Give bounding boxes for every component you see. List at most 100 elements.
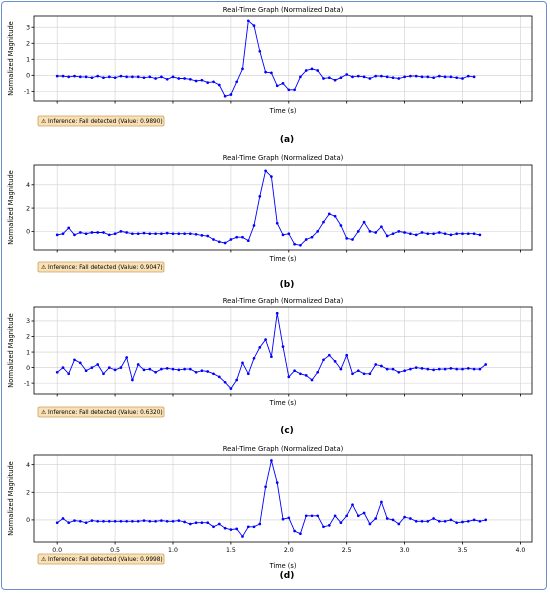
data-point (333, 514, 337, 518)
data-point (113, 76, 117, 80)
data-point (136, 519, 140, 523)
badge-text: ⚠ Inference: Fall detected (Value: 0.904… (41, 264, 163, 271)
data-point (194, 521, 198, 525)
x-tick-label: 0.0 (52, 547, 62, 554)
data-point (478, 233, 482, 237)
y-tick-label: 2 (26, 205, 30, 212)
data-point (229, 528, 233, 531)
data-point (131, 378, 134, 382)
data-point (160, 75, 163, 79)
badge-box (37, 261, 165, 273)
data-point (374, 74, 378, 78)
data-point (131, 232, 134, 236)
data-point (437, 74, 441, 78)
plot-area (33, 164, 533, 251)
y-tick-label: 2 (26, 334, 30, 341)
data-point (443, 519, 447, 523)
data-point (67, 75, 71, 79)
data-point (437, 519, 441, 523)
data-point (235, 527, 239, 531)
data-point (403, 515, 406, 519)
data-point (107, 366, 111, 369)
data-point (356, 74, 360, 78)
data-point (455, 76, 459, 80)
data-point (78, 519, 82, 523)
data-point (316, 69, 320, 72)
data-point (183, 232, 186, 236)
data-point (426, 519, 430, 523)
chart-title: Real-Time Graph (Normalized Data) (223, 6, 344, 14)
data-point (264, 70, 267, 74)
data-point (293, 88, 296, 92)
badge-text: ⚠ Inference: Fall detected (Value: 0.632… (41, 409, 163, 416)
data-point (310, 67, 314, 71)
data-point (183, 520, 186, 524)
data-point (270, 459, 273, 462)
data-point (293, 242, 296, 246)
data-point (177, 368, 181, 372)
data-point (397, 77, 401, 80)
data-point (374, 363, 378, 366)
data-point (194, 370, 198, 374)
data-point (183, 77, 186, 80)
data-point (327, 76, 331, 80)
data-point (235, 235, 239, 239)
data-point (200, 234, 204, 237)
data-point (420, 75, 424, 79)
data-point (304, 238, 308, 241)
data-point (437, 367, 441, 371)
data-point (374, 231, 378, 234)
y-tick-label: 2 (26, 489, 30, 496)
data-point (275, 311, 279, 315)
data-point (449, 367, 453, 370)
data-point (270, 71, 273, 75)
data-point (275, 221, 279, 225)
data-point (142, 231, 146, 235)
data-point (206, 521, 210, 525)
data-point (131, 519, 134, 523)
data-point (461, 520, 464, 524)
y-tick-label: 1 (26, 349, 30, 356)
data-point (84, 75, 88, 79)
data-point (466, 74, 470, 78)
data-point (78, 75, 82, 79)
data-point (287, 232, 291, 236)
data-point (443, 232, 447, 236)
data-point (125, 356, 129, 359)
plot-area (33, 454, 533, 543)
data-point (102, 519, 105, 523)
plot-area (33, 306, 533, 395)
data-point (466, 367, 470, 370)
data-point (252, 224, 256, 227)
data-point (84, 521, 88, 525)
data-point (403, 75, 406, 79)
data-point (455, 232, 459, 236)
data-point (119, 519, 123, 523)
data-point (258, 522, 262, 526)
data-point (345, 73, 349, 76)
data-point (385, 75, 389, 79)
data-point (310, 235, 314, 239)
data-point (351, 372, 354, 376)
data-point (461, 77, 464, 80)
data-point (432, 368, 435, 372)
badge-box (37, 406, 165, 418)
data-point (368, 230, 372, 233)
data-point (443, 75, 447, 79)
data-point (299, 243, 302, 247)
y-tick-label: 0 (26, 229, 30, 236)
data-point (160, 367, 163, 371)
y-tick-label: 4 (26, 182, 30, 189)
y-tick-label: 2 (26, 40, 30, 47)
panel-caption: (a) (280, 135, 294, 145)
data-point (327, 353, 331, 357)
data-point (333, 360, 337, 363)
data-point (235, 80, 239, 84)
data-point (385, 367, 389, 371)
data-point (241, 535, 244, 538)
data-point (125, 231, 129, 234)
data-point (188, 367, 192, 371)
data-point (403, 369, 406, 373)
